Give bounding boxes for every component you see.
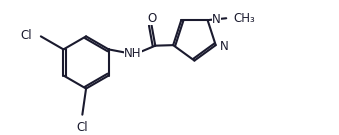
Text: CH₃: CH₃ [234,12,256,25]
Text: O: O [147,12,156,25]
Text: N: N [219,40,228,53]
Text: N: N [212,13,221,26]
Text: Cl: Cl [21,29,33,42]
Text: NH: NH [124,47,142,60]
Text: Cl: Cl [77,121,88,134]
